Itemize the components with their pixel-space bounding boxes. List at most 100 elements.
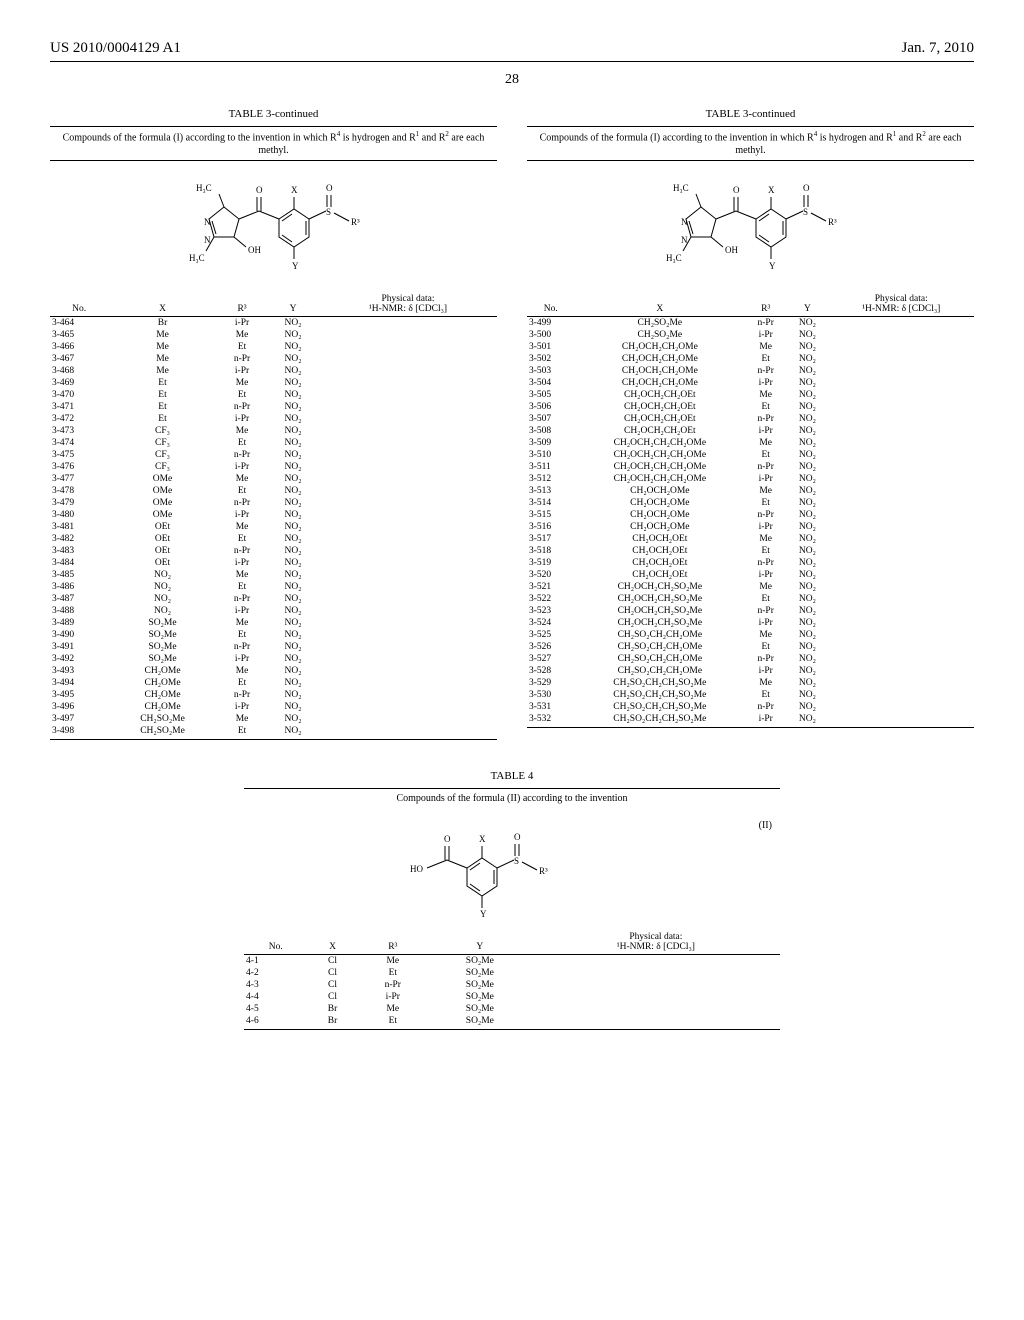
table-row: 4-5BrMeSO₂Me (244, 1003, 780, 1015)
table-row: 3-477OMeMeNO₂ (50, 473, 497, 485)
table-row: 3-500CH₂SO₂Mei-PrNO₂ (527, 329, 974, 341)
svg-text:Y: Y (292, 261, 299, 271)
table-row: 3-504CH₂OCH₂CH₂OMei-PrNO₂ (527, 377, 974, 389)
table-row: 3-466MeEtNO₂ (50, 341, 497, 353)
table3-caption-right: Compounds of the formula (I) according t… (527, 126, 974, 161)
svg-text:S: S (803, 207, 808, 217)
table-row: 3-474CF₃EtNO₂ (50, 437, 497, 449)
svg-text:R³: R³ (828, 217, 837, 227)
table-row: 3-532CH₂SO₂CH₂CH₂SO₂Mei-PrNO₂ (527, 713, 974, 728)
table-row: 4-6BrEtSO₂Me (244, 1015, 780, 1030)
table-row: 3-530CH₂SO₂CH₂CH₂SO₂MeEtNO₂ (527, 689, 974, 701)
svg-text:Y: Y (480, 909, 487, 917)
col-phys: Physical data:¹H-NMR: δ [CDCl₃] (829, 292, 974, 317)
table-row: 3-510CH₂OCH₂CH₂CH₂OMeEtNO₂ (527, 449, 974, 461)
table-row: 3-520CH₂OCH₂OEti-PrNO₂ (527, 569, 974, 581)
svg-text:S: S (326, 207, 331, 217)
left-column: TABLE 3-continued Compounds of the formu… (50, 108, 497, 740)
svg-text:R³: R³ (539, 866, 548, 876)
svg-text:OH: OH (725, 245, 738, 255)
table4-block: TABLE 4 Compounds of the formula (II) ac… (244, 770, 780, 1030)
table-row: 3-519CH₂OCH₂OEtn-PrNO₂ (527, 557, 974, 569)
table-row: 3-481OEtMeNO₂ (50, 521, 497, 533)
table-row: 3-484OEti-PrNO₂ (50, 557, 497, 569)
table-row: 3-514CH₂OCH₂OMeEtNO₂ (527, 497, 974, 509)
table-row: 3-522CH₂OCH₂CH₂SO₂MeEtNO₂ (527, 593, 974, 605)
col-y: Y (267, 292, 319, 317)
table-row: 3-505CH₂OCH₂CH₂OEtMeNO₂ (527, 389, 974, 401)
table3-title-left: TABLE 3-continued (50, 108, 497, 120)
page-header: US 2010/0004129 A1 Jan. 7, 2010 (50, 40, 974, 62)
svg-text:O: O (256, 185, 263, 195)
table-row: 3-486NO₂EtNO₂ (50, 581, 497, 593)
table-row: 3-487NO₂n-PrNO₂ (50, 593, 497, 605)
svg-text:H₃C: H₃C (673, 183, 689, 193)
table-row: 3-523CH₂OCH₂CH₂SO₂Men-PrNO₂ (527, 605, 974, 617)
table-row: 3-478OMeEtNO₂ (50, 485, 497, 497)
table-row: 3-512CH₂OCH₂CH₂CH₂OMei-PrNO₂ (527, 473, 974, 485)
table-row: 3-482OEtEtNO₂ (50, 533, 497, 545)
table-row: 3-467Men-PrNO₂ (50, 353, 497, 365)
svg-text:O: O (733, 185, 740, 195)
table-row: 3-502CH₂OCH₂CH₂OMeEtNO₂ (527, 353, 974, 365)
svg-text:X: X (479, 834, 486, 844)
table-row: 3-501CH₂OCH₂CH₂OMeMeNO₂ (527, 341, 974, 353)
two-column-layout: TABLE 3-continued Compounds of the formu… (50, 108, 974, 740)
table-row: 3-498CH₂SO₂MeEtNO₂ (50, 725, 497, 740)
page-number: 28 (50, 72, 974, 88)
table-row: 3-468Mei-PrNO₂ (50, 365, 497, 377)
col-phys: Physical data:¹H-NMR: δ [CDCl₃] (532, 930, 780, 955)
table-row: 3-480OMei-PrNO₂ (50, 509, 497, 521)
table-row: 3-526CH₂SO₂CH₂CH₂OMeEtNO₂ (527, 641, 974, 653)
table-row: 3-528CH₂SO₂CH₂CH₂OMei-PrNO₂ (527, 665, 974, 677)
table-row: 3-488NO₂i-PrNO₂ (50, 605, 497, 617)
publication-date: Jan. 7, 2010 (902, 40, 975, 57)
table4-data: No. X R³ Y Physical data:¹H-NMR: δ [CDCl… (244, 930, 780, 1030)
table-row: 3-471Etn-PrNO₂ (50, 401, 497, 413)
table-row: 3-509CH₂OCH₂CH₂CH₂OMeMeNO₂ (527, 437, 974, 449)
svg-text:O: O (444, 834, 451, 844)
table-row: 3-515CH₂OCH₂OMen-PrNO₂ (527, 509, 974, 521)
table-row: 3-503CH₂OCH₂CH₂OMen-PrNO₂ (527, 365, 974, 377)
table-row: 3-475CF₃n-PrNO₂ (50, 449, 497, 461)
col-x: X (108, 292, 217, 317)
svg-text:O: O (803, 183, 810, 193)
table3-right-data: No. X R³ Y Physical data:¹H-NMR: δ [CDCl… (527, 292, 974, 728)
col-no: No. (244, 930, 307, 955)
table3-caption-left: Compounds of the formula (I) according t… (50, 126, 497, 161)
table-row: 3-479OMen-PrNO₂ (50, 497, 497, 509)
svg-text:H₃C: H₃C (189, 253, 205, 263)
table-row: 3-499CH₂SO₂Men-PrNO₂ (527, 317, 974, 330)
table-row: 3-521CH₂OCH₂CH₂SO₂MeMeNO₂ (527, 581, 974, 593)
table-row: 3-472Eti-PrNO₂ (50, 413, 497, 425)
table-row: 3-492SO₂Mei-PrNO₂ (50, 653, 497, 665)
svg-text:OH: OH (248, 245, 261, 255)
table-row: 3-483OEtn-PrNO₂ (50, 545, 497, 557)
table-row: 3-476CF₃i-PrNO₂ (50, 461, 497, 473)
svg-text:H₃C: H₃C (666, 253, 682, 263)
structure-formula-1-left: N N H₃C H₃C O OH (50, 169, 497, 282)
col-r3: R³ (358, 930, 428, 955)
table-row: 4-2ClEtSO₂Me (244, 967, 780, 979)
svg-text:O: O (514, 832, 521, 842)
table-row: 3-469EtMeNO₂ (50, 377, 497, 389)
table-row: 3-513CH₂OCH₂OMeMeNO₂ (527, 485, 974, 497)
svg-text:S: S (514, 856, 519, 866)
table-row: 3-493CH₂OMeMeNO₂ (50, 665, 497, 677)
col-phys: Physical data:¹H-NMR: δ [CDCl₃] (319, 292, 497, 317)
svg-text:Y: Y (769, 261, 776, 271)
table4-caption: Compounds of the formula (II) according … (244, 788, 780, 808)
table-row: 4-4Cli-PrSO₂Me (244, 991, 780, 1003)
table-row: 3-470EtEtNO₂ (50, 389, 497, 401)
right-column: TABLE 3-continued Compounds of the formu… (527, 108, 974, 740)
publication-number: US 2010/0004129 A1 (50, 40, 181, 57)
col-y: Y (786, 292, 828, 317)
svg-text:X: X (291, 185, 298, 195)
formula-2-label: (II) (740, 814, 780, 831)
col-r3: R³ (217, 292, 267, 317)
table-row: 3-490SO₂MeEtNO₂ (50, 629, 497, 641)
col-x: X (575, 292, 746, 317)
table4-title: TABLE 4 (244, 770, 780, 782)
svg-text:X: X (768, 185, 775, 195)
table-row: 4-1ClMeSO₂Me (244, 955, 780, 968)
